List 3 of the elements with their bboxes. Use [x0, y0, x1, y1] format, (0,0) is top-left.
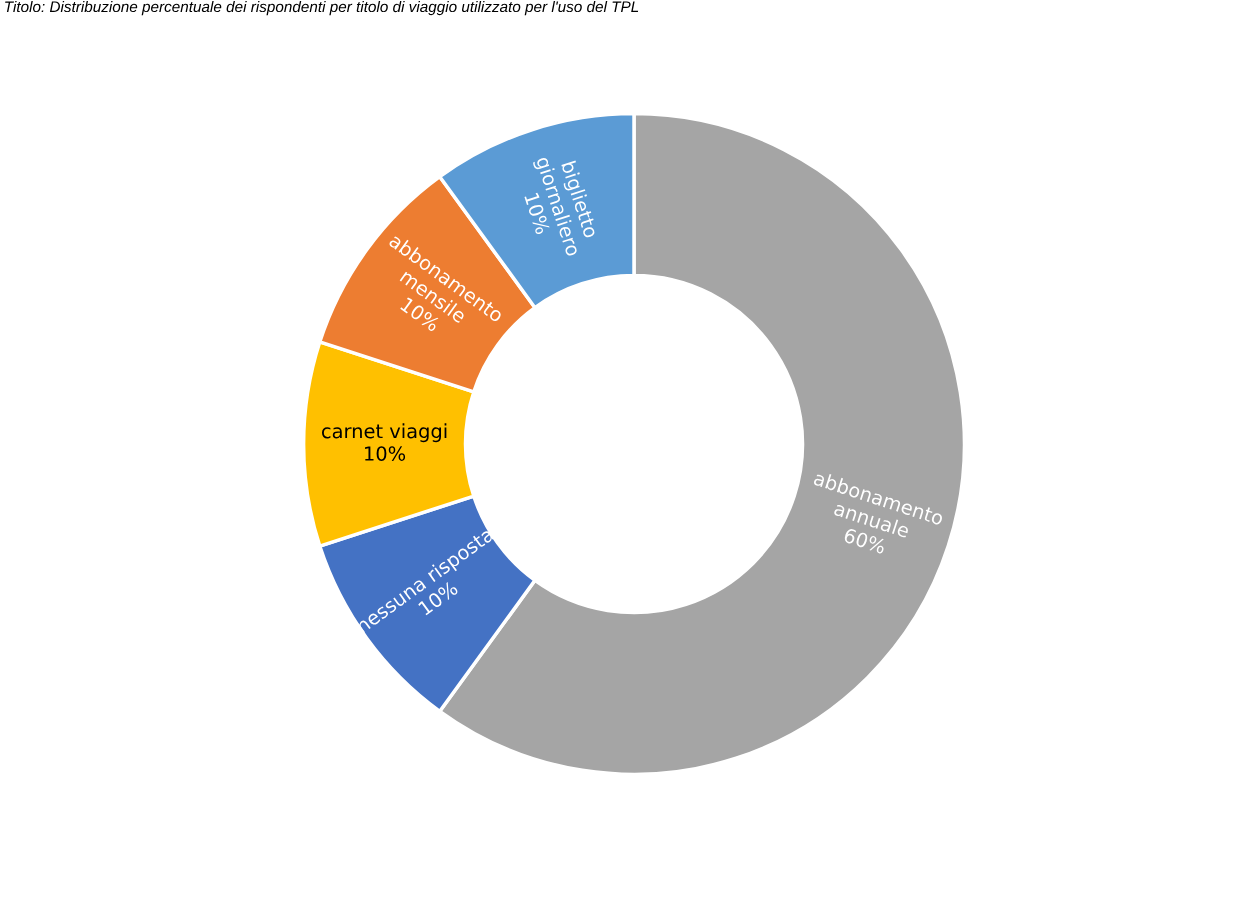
data-label: 10%: [365, 446, 406, 461]
slice-label: carnet viaggi: [321, 423, 447, 443]
chart-title: Titolo: Distribuzione percentuale dei rispondenti per titolo di viaggio utilizzato per l'uso del TPL: [5, 0, 639, 16]
